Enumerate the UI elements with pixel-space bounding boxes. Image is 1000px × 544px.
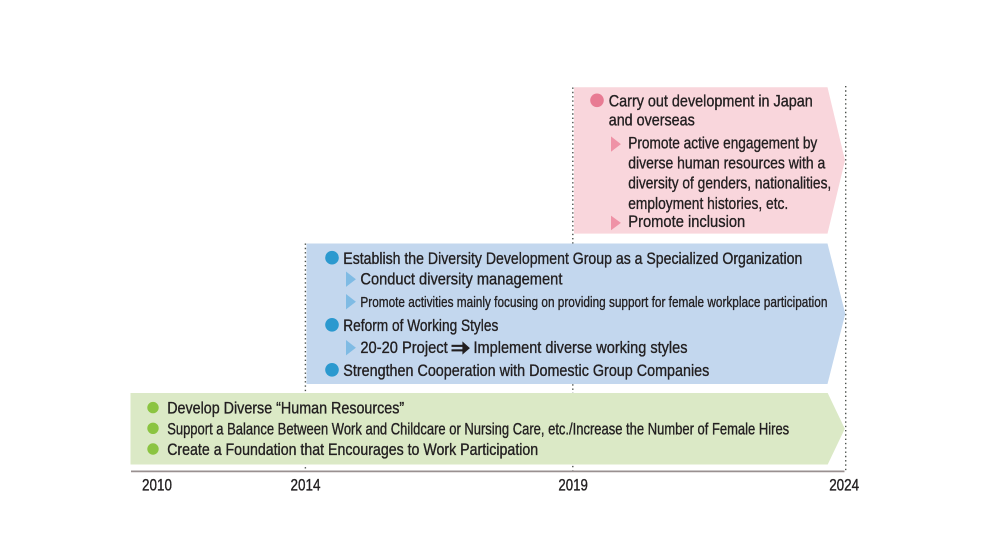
svg-text:Support a Balance Between Work: Support a Balance Between Work and Child…: [167, 420, 789, 438]
svg-text:20-20 Project: 20-20 Project: [360, 339, 448, 357]
svg-text:2010: 2010: [142, 477, 172, 495]
svg-text:2024: 2024: [829, 477, 859, 495]
svg-text:and overseas: and overseas: [609, 112, 695, 130]
svg-text:Promote inclusion: Promote inclusion: [628, 213, 745, 231]
svg-text:Create a Foundation that Encou: Create a Foundation that Encourages to W…: [167, 441, 538, 459]
svg-text:diverse human resources with a: diverse human resources with a: [628, 155, 826, 173]
svg-text:Establish the Diversity Develo: Establish the Diversity Development Grou…: [343, 250, 802, 268]
svg-text:Promote activities mainly focu: Promote activities mainly focusing on pr…: [360, 294, 827, 311]
svg-text:Develop Diverse “Human Resourc: Develop Diverse “Human Resources”: [167, 400, 404, 418]
svg-text:Reform of Working Styles: Reform of Working Styles: [343, 317, 498, 335]
svg-text:Carry out development in Japan: Carry out development in Japan: [609, 93, 813, 111]
svg-text:2014: 2014: [291, 477, 321, 495]
svg-text:2019: 2019: [558, 477, 588, 495]
svg-text:Conduct diversity management: Conduct diversity management: [360, 271, 562, 289]
svg-text:diversity of genders, national: diversity of genders, nationalities,: [628, 175, 831, 193]
svg-text:Promote active engagement by: Promote active engagement by: [628, 135, 818, 153]
svg-text:Implement diverse working styl: Implement diverse working styles: [474, 339, 688, 357]
svg-text:employment histories, etc.: employment histories, etc.: [628, 195, 788, 213]
svg-text:Strengthen Cooperation with Do: Strengthen Cooperation with Domestic Gro…: [343, 362, 709, 380]
